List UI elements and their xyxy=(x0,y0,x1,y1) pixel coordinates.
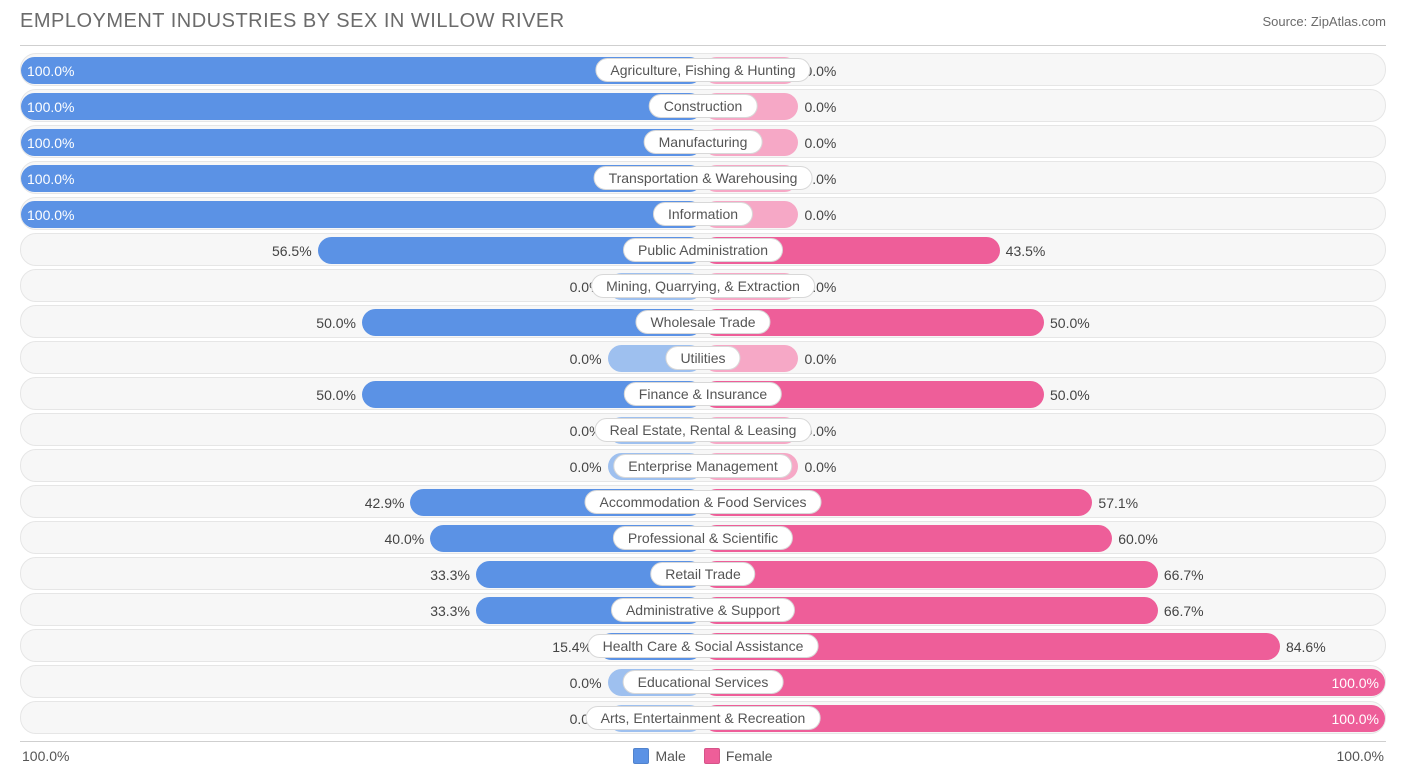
chart-row: 42.9% 57.1% Accommodation & Food Services xyxy=(20,485,1386,518)
chart-footer: 100.0% Male Female 100.0% xyxy=(20,742,1386,764)
female-pct-label: 0.0% xyxy=(804,351,836,367)
female-pct-label: 43.5% xyxy=(1006,243,1046,259)
chart-row: 0.0%0.0%Real Estate, Rental & Leasing xyxy=(20,413,1386,446)
male-pct-label: 56.5% xyxy=(272,243,312,259)
male-pct-label: 42.9% xyxy=(365,495,405,511)
chart-area: 100.0%0.0%Agriculture, Fishing & Hunting… xyxy=(20,45,1386,742)
female-pct-label: 84.6% xyxy=(1286,639,1326,655)
category-label: Educational Services xyxy=(623,670,784,694)
chart-row: 100.0% 0.0% Construction xyxy=(20,89,1386,122)
legend-male: Male xyxy=(633,748,685,764)
category-label: Public Administration xyxy=(623,238,783,262)
chart-row: 15.4% 84.6% Health Care & Social Assistanc… xyxy=(20,629,1386,662)
male-pct-label: 33.3% xyxy=(430,567,470,583)
chart-row: 100.0%0.0%Transportation & Warehousing xyxy=(20,161,1386,194)
legend-female: Female xyxy=(704,748,773,764)
axis-left-label: 100.0% xyxy=(22,748,69,764)
chart-source: Source: ZipAtlas.com xyxy=(1262,14,1386,29)
category-label: Construction xyxy=(649,94,758,118)
male-pct-label: 100.0% xyxy=(27,135,74,151)
female-pct-label: 100.0% xyxy=(1332,711,1379,727)
female-pct-label: 66.7% xyxy=(1164,567,1204,583)
category-label: Wholesale Trade xyxy=(635,310,770,334)
female-pct-label: 0.0% xyxy=(804,459,836,475)
legend-male-label: Male xyxy=(655,748,685,764)
chart-row: 0.0% 0.0% Utilities xyxy=(20,341,1386,374)
category-label: Retail Trade xyxy=(650,562,755,586)
male-pct-label: 50.0% xyxy=(316,387,356,403)
female-bar: 66.7% xyxy=(703,561,1158,588)
male-pct-label: 100.0% xyxy=(27,99,74,115)
male-pct-label: 40.0% xyxy=(385,531,425,547)
category-label: Arts, Entertainment & Recreation xyxy=(586,706,821,730)
category-label: Professional & Scientific xyxy=(613,526,793,550)
category-label: Agriculture, Fishing & Hunting xyxy=(595,58,810,82)
chart-row: 0.0% 0.0% Enterprise Management xyxy=(20,449,1386,482)
chart-row: 0.0%100.0%Arts, Entertainment & Recreati… xyxy=(20,701,1386,734)
male-pct-label: 0.0% xyxy=(570,351,602,367)
male-pct-label: 100.0% xyxy=(27,63,74,79)
chart-row: 33.3%66.7%Retail Trade xyxy=(20,557,1386,590)
female-pct-label: 50.0% xyxy=(1050,315,1090,331)
legend-female-label: Female xyxy=(726,748,773,764)
male-pct-label: 50.0% xyxy=(316,315,356,331)
male-pct-label: 100.0% xyxy=(27,171,74,187)
female-pct-label: 0.0% xyxy=(804,207,836,223)
male-bar: 100.0% xyxy=(21,201,703,228)
female-pct-label: 100.0% xyxy=(1332,675,1379,691)
chart-row: 50.0% 50.0% Wholesale Trade xyxy=(20,305,1386,338)
chart-row: 56.5% 43.5% Public Administration xyxy=(20,233,1386,266)
chart-row: 33.3% 66.7% Administrative & Support xyxy=(20,593,1386,626)
category-label: Transportation & Warehousing xyxy=(594,166,813,190)
chart-row: 0.0%0.0%Mining, Quarrying, & Extraction xyxy=(20,269,1386,302)
axis-right-label: 100.0% xyxy=(1337,748,1384,764)
category-label: Enterprise Management xyxy=(613,454,792,478)
chart-header: EMPLOYMENT INDUSTRIES BY SEX IN WILLOW R… xyxy=(20,10,1386,33)
male-swatch-icon xyxy=(633,748,649,764)
male-bar: 100.0% xyxy=(21,93,703,120)
category-label: Manufacturing xyxy=(644,130,763,154)
male-pct-label: 0.0% xyxy=(570,459,602,475)
category-label: Administrative & Support xyxy=(611,598,795,622)
female-swatch-icon xyxy=(704,748,720,764)
chart-row: 100.0% 0.0% Information xyxy=(20,197,1386,230)
chart-row: 40.0% 60.0% Professional & Scientific xyxy=(20,521,1386,554)
female-bar: 100.0% xyxy=(703,669,1385,696)
category-label: Finance & Insurance xyxy=(624,382,782,406)
male-bar: 100.0% xyxy=(21,129,703,156)
chart-row: 100.0%0.0%Agriculture, Fishing & Hunting xyxy=(20,53,1386,86)
female-pct-label: 57.1% xyxy=(1098,495,1138,511)
female-pct-label: 0.0% xyxy=(804,135,836,151)
female-pct-label: 0.0% xyxy=(804,99,836,115)
chart-title: EMPLOYMENT INDUSTRIES BY SEX IN WILLOW R… xyxy=(20,10,565,33)
male-pct-label: 0.0% xyxy=(570,675,602,691)
chart-row: 50.0% 50.0% Finance & Insurance xyxy=(20,377,1386,410)
male-pct-label: 33.3% xyxy=(430,603,470,619)
male-pct-label: 100.0% xyxy=(27,207,74,223)
category-label: Health Care & Social Assistance xyxy=(588,634,819,658)
chart-row: 0.0% 100.0% Educational Services xyxy=(20,665,1386,698)
category-label: Accommodation & Food Services xyxy=(585,490,822,514)
female-pct-label: 50.0% xyxy=(1050,387,1090,403)
category-label: Mining, Quarrying, & Extraction xyxy=(591,274,815,298)
legend: Male Female xyxy=(633,748,772,764)
female-pct-label: 66.7% xyxy=(1164,603,1204,619)
category-label: Utilities xyxy=(665,346,740,370)
category-label: Real Estate, Rental & Leasing xyxy=(595,418,812,442)
chart-row: 100.0% 0.0% Manufacturing xyxy=(20,125,1386,158)
female-pct-label: 60.0% xyxy=(1118,531,1158,547)
category-label: Information xyxy=(653,202,753,226)
male-pct-label: 15.4% xyxy=(552,639,592,655)
